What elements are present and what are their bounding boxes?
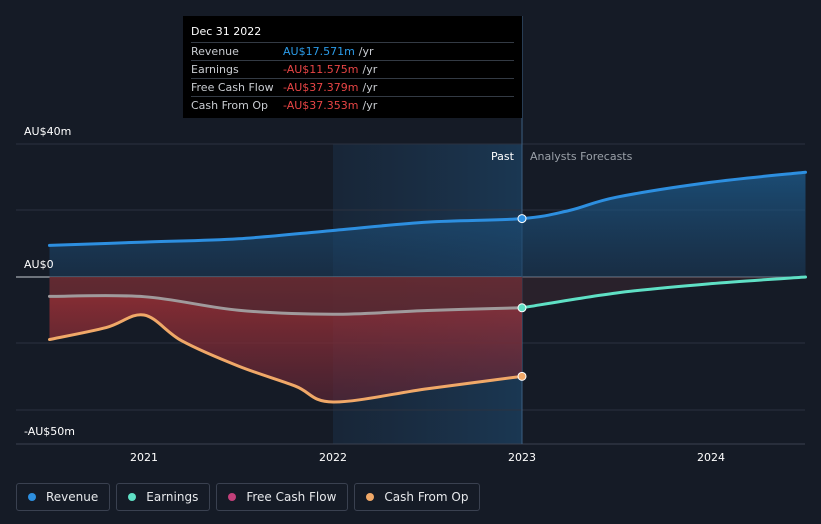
legend-label: Earnings	[146, 490, 199, 504]
legend-item-cash-from-op[interactable]: Cash From Op	[354, 483, 481, 511]
tooltip-label: Free Cash Flow	[191, 81, 274, 94]
tooltip: Dec 31 2022 Revenue AU$17.571m /yr Earni…	[183, 16, 522, 118]
tooltip-unit: /yr	[362, 99, 378, 112]
tooltip-row-cash-from-op: Cash From Op -AU$37.353m /yr	[191, 96, 514, 114]
tooltip-row-revenue: Revenue AU$17.571m /yr	[191, 42, 514, 60]
tooltip-unit: /yr	[358, 45, 374, 58]
past-region-label: Past	[491, 150, 514, 163]
revenue-dot-icon	[28, 493, 36, 501]
legend-item-earnings[interactable]: Earnings	[116, 483, 211, 511]
earnings-forecast-line	[520, 275, 807, 310]
tooltip-unit: /yr	[362, 63, 378, 76]
tooltip-label: Cash From Op	[191, 99, 269, 112]
tooltip-value: AU$17.571m	[283, 45, 355, 58]
earnings-past-line	[48, 294, 524, 316]
earnings-dot-icon	[128, 493, 137, 501]
earnings-area	[49, 277, 806, 315]
legend-label: Revenue	[46, 490, 99, 504]
revenue-marker	[517, 214, 527, 224]
y-tick-label-top: AU$40m	[24, 125, 72, 138]
tooltip-row-earnings: Earnings -AU$11.575m /yr	[191, 60, 514, 78]
tooltip-label: Earnings	[191, 63, 239, 76]
earnings-marker	[517, 303, 527, 313]
legend: Revenue Earnings Free Cash Flow Cash Fro…	[16, 483, 481, 511]
tooltip-value: -AU$37.379m	[283, 81, 359, 94]
tooltip-row-free-cash-flow: Free Cash Flow -AU$37.379m /yr	[191, 78, 514, 96]
x-tick-label-2022: 2022	[319, 451, 347, 464]
tooltip-label: Revenue	[191, 45, 239, 58]
x-tick-label-2024: 2024	[697, 451, 725, 464]
tooltip-unit: /yr	[362, 81, 378, 94]
free-cash-flow-dot-icon	[228, 493, 237, 501]
cash-from-op-marker	[517, 371, 527, 381]
legend-label: Free Cash Flow	[246, 490, 337, 504]
y-tick-label-bottom: -AU$50m	[24, 425, 76, 438]
legend-label: Cash From Op	[384, 490, 469, 504]
tooltip-value: -AU$37.353m	[283, 99, 359, 112]
x-tick-label-2023: 2023	[508, 451, 536, 464]
legend-item-revenue[interactable]: Revenue	[16, 483, 111, 511]
cash-from-op-dot-icon	[366, 493, 375, 501]
x-tick-label-2021: 2021	[130, 451, 158, 464]
y-tick-label-zero: AU$0	[24, 258, 54, 271]
cash-from-op-line	[48, 313, 524, 404]
revenue-line	[48, 170, 807, 247]
tooltip-date: Dec 31 2022	[191, 25, 262, 38]
tooltip-value: -AU$11.575m	[283, 63, 359, 76]
forecast-region-label: Analysts Forecasts	[530, 150, 633, 163]
legend-item-free-cash-flow[interactable]: Free Cash Flow	[216, 483, 349, 511]
